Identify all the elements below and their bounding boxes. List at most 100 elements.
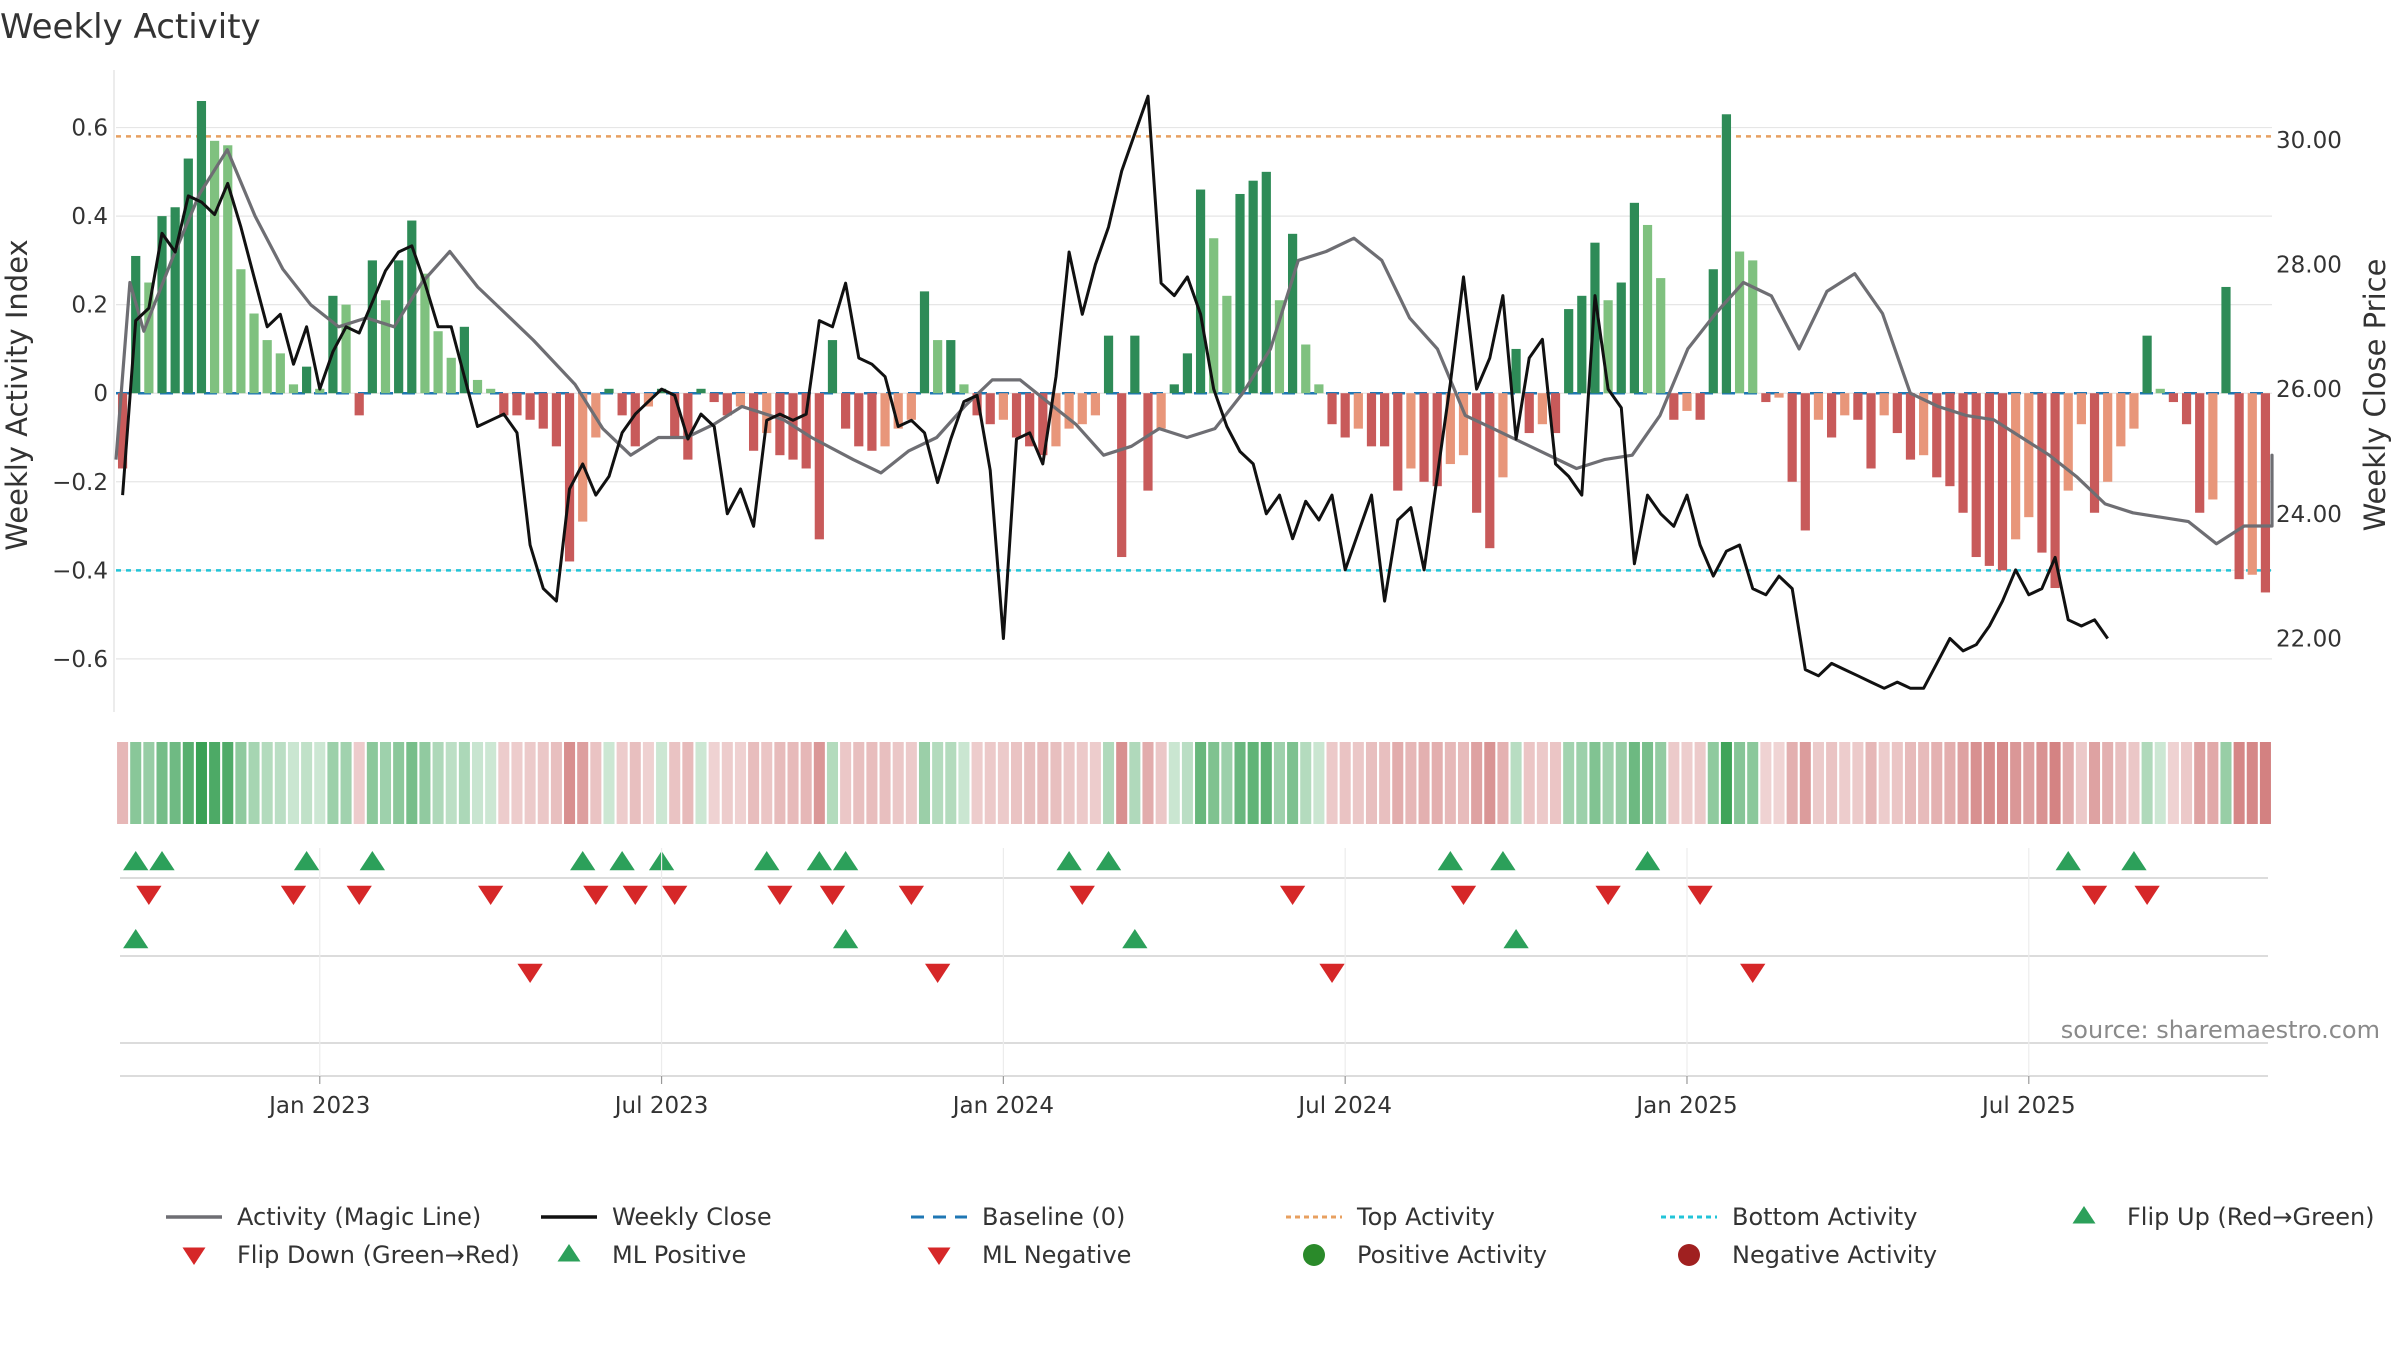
- flip-down-marker: [819, 885, 846, 905]
- heat-cell: [1904, 742, 1916, 824]
- ml-positive-marker: [123, 929, 149, 949]
- heat-cell: [143, 742, 155, 824]
- flip-down-marker: [2081, 885, 2108, 905]
- activity-bar: [1011, 393, 1022, 438]
- heat-cell: [1970, 742, 1982, 824]
- activity-bar: [1642, 224, 1653, 394]
- activity-bar: [2089, 393, 2100, 513]
- activity-bar: [854, 393, 864, 447]
- activity-bar: [1708, 269, 1718, 394]
- ml-positive-marker: [832, 929, 859, 949]
- activity-bar: [288, 384, 299, 394]
- y-tick-label: −0.4: [52, 558, 108, 584]
- x-tick-label: Jul 2024: [1296, 1093, 1392, 1119]
- activity-bar: [748, 393, 759, 451]
- heat-cell: [2102, 742, 2114, 824]
- heat-cell: [2115, 742, 2127, 824]
- activity-bar: [2208, 393, 2218, 500]
- activity-bar: [2234, 393, 2244, 580]
- flip-up-marker: [2121, 851, 2147, 871]
- heat-cell: [1839, 742, 1851, 824]
- ml-positive-marker: [1503, 929, 1529, 949]
- activity-bar: [775, 393, 785, 456]
- heat-cell: [590, 742, 602, 824]
- activity-bar: [433, 331, 443, 394]
- heat-cell: [1720, 742, 1732, 824]
- activity-bar: [459, 326, 469, 394]
- flip-down-marker: [662, 885, 688, 905]
- activity-bar: [394, 260, 404, 394]
- activity-bar: [946, 340, 956, 394]
- heat-cell: [182, 742, 194, 824]
- legend-label: Positive Activity: [1357, 1241, 1547, 1269]
- activity-bar: [2063, 393, 2073, 491]
- heat-cell: [932, 742, 944, 824]
- activity-bar: [315, 388, 325, 394]
- legend-item-bottom: Bottom Activity: [1661, 1203, 1917, 1231]
- activity-bar: [1945, 393, 1955, 487]
- activity-bar: [551, 393, 562, 447]
- heat-cell: [1273, 742, 1285, 824]
- flip-down-marker: [346, 885, 372, 905]
- activity-bar: [407, 220, 417, 394]
- activity-bar: [117, 393, 128, 469]
- heat-cell: [195, 742, 207, 824]
- activity-bar: [735, 393, 746, 407]
- activity-bar: [1182, 353, 1193, 394]
- activity-bar: [2116, 393, 2126, 447]
- activity-bar: [630, 393, 640, 447]
- activity-bar: [1077, 393, 1087, 425]
- ml-positive-marker: [1122, 929, 1148, 949]
- activity-bar: [578, 393, 588, 522]
- activity-bar: [801, 393, 811, 469]
- heat-cell: [721, 742, 733, 824]
- heat-cell: [892, 742, 904, 824]
- heat-cell: [1129, 742, 1141, 824]
- heat-cell: [1089, 742, 1101, 824]
- heat-cell: [2259, 742, 2271, 824]
- legend-item-flipdown: Flip Down (Green→Red): [182, 1241, 520, 1269]
- activity-heat-strip: [117, 742, 2271, 824]
- heat-cell: [485, 742, 497, 824]
- heat-cell: [642, 742, 654, 824]
- heat-cell: [1918, 742, 1930, 824]
- activity-bar: [472, 379, 483, 394]
- activity-bar: [1564, 309, 1574, 394]
- activity-bar: [2050, 393, 2060, 589]
- legend-label: Negative Activity: [1732, 1241, 1937, 1269]
- activity-bar: [2142, 335, 2152, 394]
- flip-up-marker: [570, 851, 596, 871]
- activity-bar: [367, 260, 377, 394]
- heat-cell: [235, 742, 247, 824]
- activity-bar: [2181, 393, 2192, 425]
- activity-bar: [2260, 393, 2271, 593]
- activity-bar: [1932, 393, 1942, 478]
- flip-down-marker: [1595, 885, 1621, 905]
- flip-up-marker: [1490, 851, 1516, 871]
- activity-bar: [1301, 344, 1311, 394]
- heat-cell: [2023, 742, 2035, 824]
- activity-bar: [2024, 393, 2034, 518]
- activity-bar: [1656, 278, 1666, 394]
- legend-label: Flip Up (Red→Green): [2127, 1203, 2375, 1231]
- heat-cell: [1944, 742, 1956, 824]
- activity-bar: [1813, 393, 1824, 420]
- heat-cell: [945, 742, 957, 824]
- activity-bar: [1853, 393, 1863, 420]
- activity-bar: [2011, 393, 2021, 540]
- heat-cell: [314, 742, 326, 824]
- activity-bar: [2155, 388, 2165, 394]
- heat-cell: [301, 742, 313, 824]
- heat-cell: [261, 742, 273, 824]
- heat-cell: [1444, 742, 1456, 824]
- heat-cell: [1063, 742, 1075, 824]
- heat-cell: [511, 742, 523, 824]
- bottom-panel: [120, 848, 2268, 1077]
- activity-bar: [236, 269, 246, 394]
- heat-cell: [472, 742, 484, 824]
- activity-bar: [1669, 393, 1679, 420]
- heat-cell: [1812, 742, 1824, 824]
- activity-bar: [1156, 393, 1166, 429]
- heat-cell: [1431, 742, 1443, 824]
- flip-down-marker: [2134, 885, 2160, 905]
